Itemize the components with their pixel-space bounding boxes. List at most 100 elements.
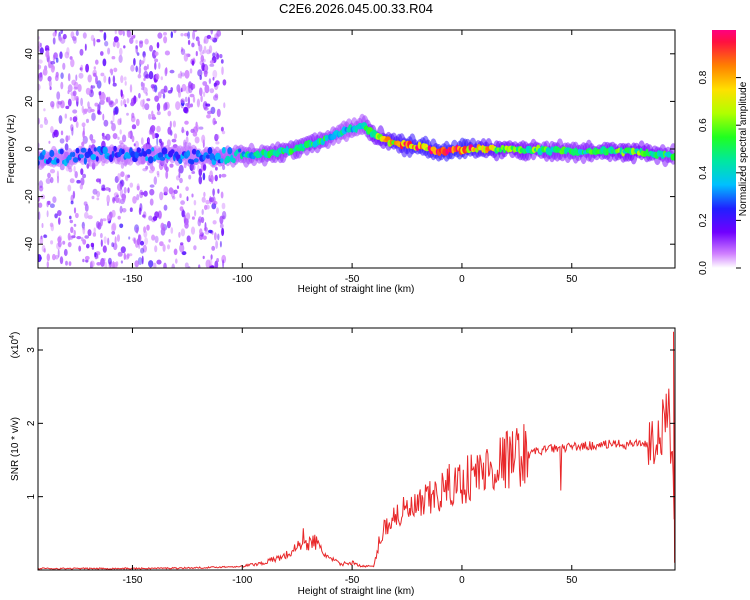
speckle-point [118, 54, 123, 64]
speckle-point [158, 62, 161, 70]
speckle-point [45, 49, 50, 59]
speckle-point [211, 231, 214, 236]
ridge-point [75, 147, 80, 154]
speckle-point [55, 71, 59, 78]
snr-series-line [38, 331, 675, 570]
speckle-point [219, 223, 224, 229]
ridge-point [238, 148, 242, 153]
speckle-point [48, 80, 52, 88]
speckle-point [152, 216, 158, 221]
speckle-point [209, 37, 215, 41]
speckle-point [160, 76, 163, 81]
speckle-point [123, 45, 126, 49]
ridge-point [49, 149, 55, 158]
speckle-point [93, 227, 96, 234]
speckle-point [163, 204, 168, 211]
speckle-point [75, 95, 79, 102]
speckle-point [143, 230, 148, 238]
speckle-point [104, 261, 108, 268]
speckle-point [201, 134, 206, 144]
speckle-point [129, 84, 133, 93]
speckle-point [122, 196, 126, 203]
speckle-point [129, 207, 133, 212]
speckle-point [119, 117, 122, 126]
ridge-point [220, 158, 224, 164]
speckle-point [131, 112, 135, 119]
speckle-point [80, 168, 84, 176]
speckle-point [144, 38, 149, 45]
speckle-point [73, 165, 76, 173]
speckle-point [209, 88, 215, 94]
x-tick-label: 0 [459, 575, 465, 586]
colorbar-label: Normalized spectral amplitude [738, 81, 749, 216]
speckle-point [128, 236, 131, 240]
speckle-point [38, 202, 43, 208]
speckle-point [58, 217, 61, 225]
speckle-point [87, 101, 90, 108]
y-tick-label: -20 [24, 189, 35, 204]
speckle-point [220, 126, 224, 132]
speckle-point [100, 239, 103, 247]
speckle-point [39, 124, 44, 129]
speckle-point [44, 117, 47, 121]
speckle-point [159, 241, 164, 247]
speckle-point [100, 72, 105, 77]
speckle-point [204, 84, 210, 94]
speckle-point [173, 248, 178, 256]
speckle-point [72, 190, 76, 199]
speckle-point [84, 255, 90, 261]
speckle-point [180, 33, 184, 37]
speckle-point [185, 212, 191, 220]
speckle-point [83, 201, 88, 206]
speckle-point [44, 45, 50, 51]
speckle-point [139, 60, 145, 65]
speckle-point [214, 133, 219, 142]
speckle-point [173, 133, 178, 140]
speckle-point [91, 245, 95, 250]
speckle-point [123, 187, 127, 194]
speckle-point [188, 81, 192, 89]
speckle-point [190, 128, 195, 134]
speckle-point [151, 234, 156, 241]
speckle-point [39, 47, 44, 55]
speckle-point [221, 130, 226, 135]
speckle-point [62, 240, 66, 245]
speckle-point [148, 113, 152, 120]
speckle-point [78, 72, 84, 79]
speckle-point [148, 260, 154, 268]
colorbar-tick-label: 0.0 [698, 261, 709, 275]
speckle-point [63, 248, 68, 257]
speckle-point [191, 42, 195, 48]
speckle-point [116, 41, 120, 49]
speckle-point [112, 82, 117, 87]
speckle-point [64, 143, 69, 151]
speckle-point [45, 178, 51, 184]
speckle-point [93, 66, 97, 70]
speckle-point [211, 180, 214, 185]
speckle-point [117, 118, 122, 126]
speckle-point [104, 40, 109, 47]
speckle-point [148, 71, 154, 80]
speckle-point [203, 45, 207, 54]
ridge-point [159, 156, 166, 161]
ridge-point [147, 156, 154, 164]
ridge-point [95, 156, 99, 162]
x-tick-label: 50 [566, 575, 578, 586]
speckle-point [117, 136, 120, 140]
speckle-point [68, 135, 71, 141]
speckle-point [57, 210, 62, 217]
speckle-point [141, 255, 144, 265]
speckle-point [67, 184, 72, 192]
speckle-point [124, 174, 129, 181]
speckle-point [112, 222, 117, 231]
speckle-point [166, 139, 171, 147]
speckle-point [203, 191, 206, 198]
speckle-point [221, 210, 227, 220]
speckle-point [142, 103, 145, 110]
speckle-point [166, 220, 171, 229]
speckle-point [214, 93, 219, 98]
speckle-point [122, 134, 127, 143]
speckle-point [185, 186, 189, 191]
speckle-point [126, 112, 129, 116]
speckle-point [215, 166, 218, 171]
